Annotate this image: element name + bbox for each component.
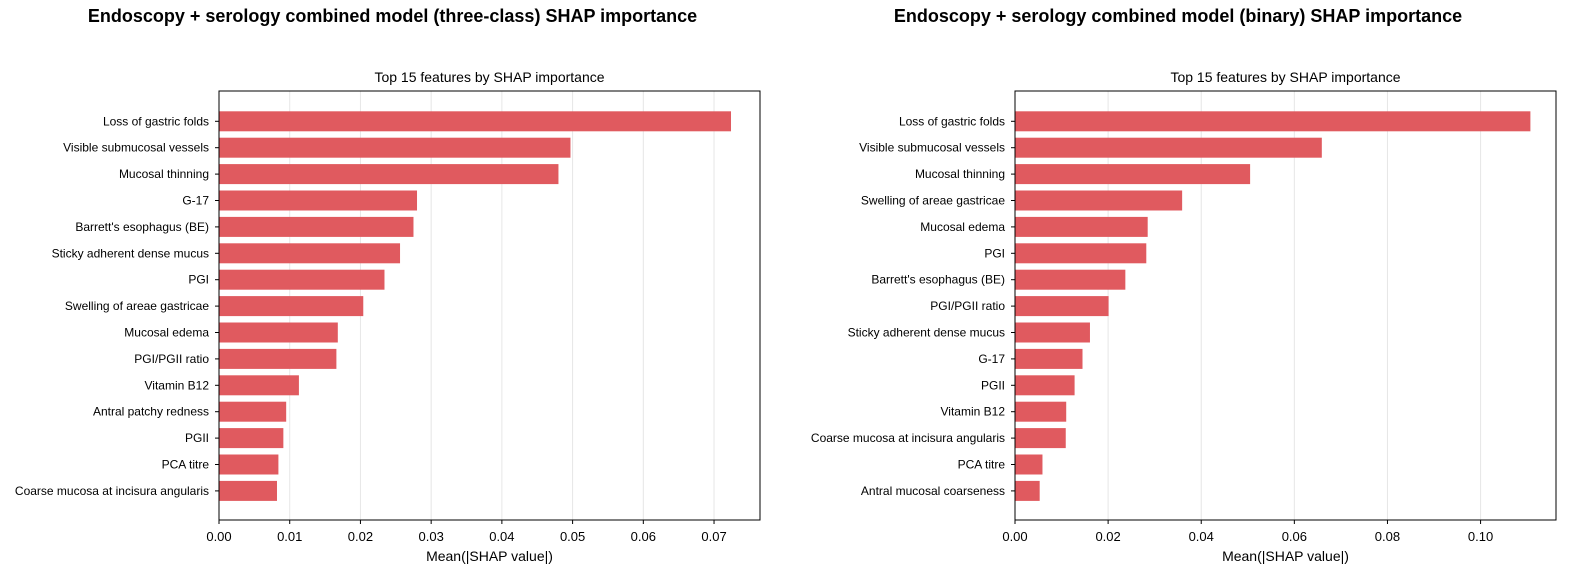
bar	[219, 164, 559, 185]
y-tick-label: Antral patchy redness	[93, 405, 209, 419]
bar	[219, 111, 732, 132]
x-tick-label: 0.08	[1375, 529, 1400, 544]
y-tick-label: PGI/PGII ratio	[134, 352, 209, 366]
bar	[219, 454, 279, 475]
y-tick-label: Mucosal edema	[920, 220, 1005, 234]
chart-panel-three-class: Endoscopy + serology combined model (thr…	[0, 0, 785, 572]
axes-title: Top 15 features by SHAP importance	[1170, 69, 1400, 85]
bar	[1015, 401, 1067, 422]
bar	[219, 428, 284, 449]
y-tick-label: Visible submucosal vessels	[859, 141, 1005, 155]
figure-title: Endoscopy + serology combined model (bin…	[893, 6, 1463, 26]
y-tick-label: Loss of gastric folds	[103, 114, 209, 128]
bar	[219, 243, 401, 264]
bar	[219, 216, 414, 237]
axes-title: Top 15 features by SHAP importance	[374, 69, 604, 85]
y-tick-label: Vitamin B12	[941, 405, 1006, 419]
y-tick-label: Mucosal thinning	[915, 167, 1005, 181]
x-tick-label: 0.10	[1468, 529, 1493, 544]
x-tick-label: 0.05	[560, 529, 585, 544]
bar	[1015, 164, 1251, 185]
y-tick-label: Vitamin B12	[145, 378, 210, 392]
bar	[1015, 111, 1531, 132]
plot-frame	[218, 90, 761, 521]
plot-frame	[1014, 90, 1557, 521]
bar	[219, 269, 385, 290]
y-tick-label: Barrett's esophagus (BE)	[75, 220, 209, 234]
y-tick-label: Mucosal thinning	[119, 167, 209, 181]
y-tick-label: PGI	[984, 246, 1005, 260]
bar	[1015, 216, 1148, 237]
y-tick-label: G-17	[182, 194, 209, 208]
x-axis-label: Mean(|SHAP value|)	[426, 548, 553, 564]
bar	[219, 480, 277, 501]
y-tick-label: PGII	[981, 378, 1005, 392]
x-tick-label: 0.02	[1095, 529, 1120, 544]
y-tick-label: PGI/PGII ratio	[930, 299, 1005, 313]
shap-bar-chart-binary: Loss of gastric folds Visible submucosal …	[811, 69, 1557, 564]
bar	[219, 322, 338, 343]
x-tick-label: 0.03	[419, 529, 444, 544]
bar	[219, 401, 287, 422]
bar	[1015, 348, 1083, 369]
y-tick-label: Loss of gastric folds	[899, 114, 1005, 128]
bar	[219, 296, 364, 317]
shap-bar-chart-three-class: Loss of gastric folds Visible submucosal …	[15, 69, 761, 564]
y-tick-label: Barrett's esophagus (BE)	[871, 273, 1005, 287]
y-tick-label: G-17	[978, 352, 1005, 366]
y-tick-label: Antral mucosal coarseness	[861, 484, 1005, 498]
bar	[1015, 428, 1066, 449]
bar	[219, 137, 571, 158]
bar	[219, 375, 299, 396]
x-tick-label: 0.04	[489, 529, 514, 544]
x-tick-label: 0.07	[701, 529, 726, 544]
x-tick-label: 0.00	[1002, 529, 1027, 544]
bar	[219, 190, 418, 211]
y-tick-label: Swelling of areae gastricae	[861, 194, 1005, 208]
bar	[1015, 454, 1043, 475]
y-tick-label: Mucosal edema	[124, 326, 209, 340]
y-tick-label: Coarse mucosa at incisura angularis	[15, 484, 209, 498]
bar	[1015, 190, 1183, 211]
bar	[219, 348, 337, 369]
bar	[1015, 322, 1090, 343]
x-tick-label: 0.06	[631, 529, 656, 544]
bar	[1015, 296, 1109, 317]
figure-title: Endoscopy + serology combined model (thr…	[87, 6, 698, 26]
x-tick-label: 0.01	[277, 529, 302, 544]
x-tick-label: 0.02	[348, 529, 373, 544]
x-tick-label: 0.00	[206, 529, 231, 544]
y-tick-label: PCA titre	[162, 458, 210, 472]
chart-panel-binary: Endoscopy + serology combined model (bin…	[785, 0, 1571, 572]
y-tick-label: PCA titre	[958, 458, 1006, 472]
bar	[1015, 375, 1075, 396]
bar	[1015, 137, 1322, 158]
y-tick-label: PGI	[188, 273, 209, 287]
x-tick-label: 0.06	[1282, 529, 1307, 544]
bar	[1015, 243, 1147, 264]
y-tick-label: PGII	[185, 431, 209, 445]
y-tick-label: Visible submucosal vessels	[63, 141, 209, 155]
x-tick-label: 0.04	[1189, 529, 1214, 544]
bar	[1015, 480, 1040, 501]
x-axis-label: Mean(|SHAP value|)	[1222, 548, 1349, 564]
bar	[1015, 269, 1126, 290]
y-tick-label: Swelling of areae gastricae	[65, 299, 209, 313]
y-tick-label: Sticky adherent dense mucus	[848, 326, 1005, 340]
y-tick-label: Coarse mucosa at incisura angularis	[811, 431, 1005, 445]
y-tick-label: Sticky adherent dense mucus	[52, 246, 209, 260]
